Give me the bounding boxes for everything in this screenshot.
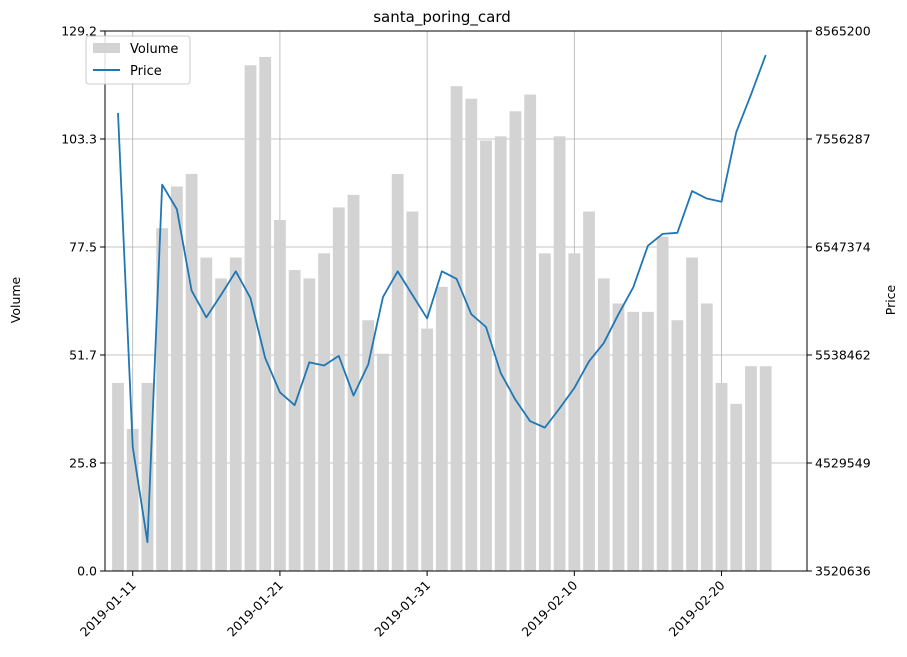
volume-bar — [332, 207, 345, 571]
volume-bar — [170, 186, 183, 572]
volume-bar — [671, 320, 684, 571]
volume-bar — [450, 86, 463, 571]
volume-bar — [538, 253, 551, 571]
volume-bar — [185, 173, 198, 572]
volume-bar — [642, 311, 654, 571]
y-left-tick-label: 129.2 — [61, 24, 97, 39]
y-right-tick-label: 6547374 — [815, 240, 871, 255]
y-left-tick-label: 103.3 — [61, 132, 97, 147]
volume-bar — [288, 270, 301, 571]
y-left-tick-label: 0.0 — [77, 564, 97, 579]
y-right-tick-label: 8565200 — [815, 24, 871, 39]
volume-bar — [156, 228, 169, 571]
legend-volume-label: Volume — [130, 42, 178, 57]
y-right-tick-label: 4529549 — [815, 456, 871, 471]
y-right-tick-label: 5538462 — [815, 348, 871, 363]
chart-title: santa_poring_card — [373, 8, 511, 27]
y-right-tick-label: 3520636 — [815, 564, 871, 579]
volume-bar — [200, 257, 213, 571]
volume-bar — [686, 257, 698, 571]
volume-bar — [494, 136, 507, 571]
volume-bar — [215, 278, 227, 571]
y-right-tick-label: 7556287 — [815, 132, 871, 147]
volume-bar — [715, 382, 728, 571]
line-layer — [117, 54, 767, 544]
volume-bar — [730, 403, 743, 571]
volume-bar — [318, 253, 330, 571]
y-left-label: Volume — [8, 276, 23, 323]
volume-bar — [568, 253, 581, 571]
volume-bar — [745, 366, 757, 571]
plot-frame — [104, 30, 808, 572]
y-left-tick-label: 25.8 — [69, 456, 97, 471]
volume-bar — [759, 366, 772, 571]
legend-volume-swatch — [93, 43, 120, 53]
legend: Volume Price — [85, 35, 191, 85]
volume-bar — [465, 98, 478, 571]
volume-bar — [112, 382, 124, 571]
volume-bar — [524, 94, 537, 571]
volume-bar — [612, 303, 625, 571]
volume-bar — [303, 278, 316, 571]
volume-bar — [656, 236, 669, 571]
volume-bar — [141, 382, 154, 571]
legend-price-label: Price — [130, 64, 162, 79]
volume-bar — [406, 211, 419, 571]
volume-bar — [597, 278, 610, 571]
volume-bar — [377, 353, 389, 571]
volume-bar — [509, 111, 522, 571]
volume-bar — [347, 194, 360, 572]
volume-bar — [627, 311, 640, 571]
axes-layer — [104, 30, 808, 572]
y-left-tick-label: 51.7 — [69, 348, 97, 363]
volume-bar — [229, 257, 242, 571]
volume-bar — [553, 136, 566, 571]
price-line — [117, 54, 767, 544]
volume-bar — [362, 320, 375, 571]
volume-bar — [435, 286, 448, 571]
volume-bar — [700, 303, 713, 571]
volume-bar — [259, 56, 272, 571]
volume-bar — [583, 211, 595, 571]
volume-bar — [480, 140, 492, 571]
volume-bar — [126, 428, 139, 571]
volume-bar — [274, 219, 286, 571]
volume-bar — [244, 65, 257, 571]
y-left-tick-label: 77.5 — [69, 240, 97, 255]
volume-bar — [421, 328, 434, 571]
bars-layer — [112, 56, 772, 572]
y-right-label: Price — [883, 284, 898, 315]
volume-bar — [391, 173, 404, 572]
